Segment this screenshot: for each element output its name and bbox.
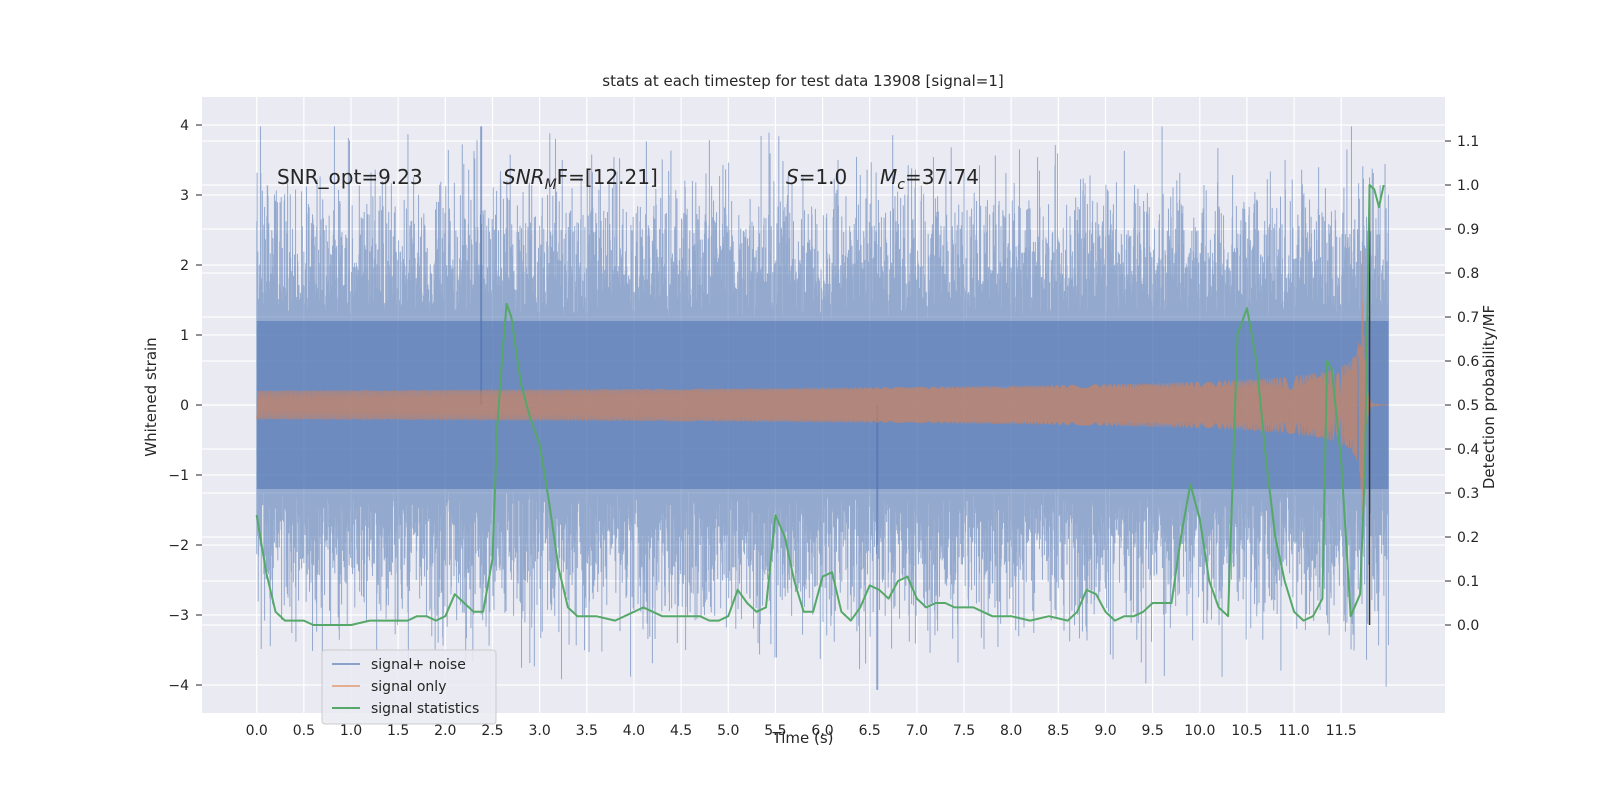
y-tick-label-right: 0.6	[1457, 354, 1479, 370]
legend: signal+ noise signal only signal statist…	[321, 649, 497, 725]
x-tick-label: 1.5	[387, 723, 409, 739]
signal-only-trace	[256, 250, 1389, 521]
x-tick-label: 6.5	[859, 723, 881, 739]
annotations: SNR_opt=9.23 SNRMF=[12.21] S=1.0 Mc=37.7…	[277, 165, 979, 193]
y-tick-label-right: 0.1	[1457, 574, 1479, 590]
chart-title: stats at each timestep for test data 139…	[602, 72, 1003, 90]
annotation-snr-opt: SNR_opt=9.23	[277, 165, 423, 189]
y-tick-label-right: 0.5	[1457, 398, 1479, 414]
y-axis-left-label: Whitened strain	[142, 337, 160, 456]
y-axis-right-label: Detection probability/MF	[1480, 305, 1498, 489]
legend-label-signal-only: signal only	[371, 679, 446, 695]
y-tick-label-right: 0.7	[1457, 310, 1479, 326]
y-tick-label-left: 2	[180, 258, 189, 274]
y-tick-label-right: 0.8	[1457, 266, 1479, 282]
y-tick-label-left: −4	[168, 678, 189, 694]
x-tick-label: 6.0	[811, 723, 833, 739]
legend-box	[321, 649, 497, 725]
x-tick-label: 11.5	[1326, 723, 1357, 739]
x-tick-label: 10.0	[1184, 723, 1215, 739]
annotation-s: S=1.0	[786, 165, 847, 189]
x-tick-label: 4.0	[623, 723, 645, 739]
x-tick-label: 2.5	[481, 723, 503, 739]
legend-label-signal-noise: signal+ noise	[371, 657, 466, 673]
y-tick-label-right: 1.0	[1457, 178, 1479, 194]
x-tick-label: 9.5	[1142, 723, 1164, 739]
x-axis-label: Time (s)	[772, 729, 834, 747]
x-tick-label: 1.0	[340, 723, 362, 739]
signal-statistics-line	[255, 184, 1385, 626]
y-tick-label-left: 3	[180, 188, 189, 204]
annotation-mc: Mc=37.74	[880, 165, 979, 193]
x-tick-label: 9.0	[1094, 723, 1116, 739]
x-tick-label: 8.0	[1000, 723, 1022, 739]
y-tick-label-right: 0.2	[1457, 530, 1479, 546]
x-tick-label: 10.5	[1231, 723, 1262, 739]
x-tick-label: 2.0	[434, 723, 456, 739]
y-tick-label-left: 1	[180, 328, 189, 344]
x-tick-label: 3.0	[528, 723, 550, 739]
y-tick-label-right: 0.0	[1457, 618, 1479, 634]
x-tick-label: 5.5	[764, 723, 786, 739]
x-tick-label: 5.0	[717, 723, 739, 739]
series-signal-statistics	[255, 184, 1385, 626]
y-tick-label-left: −1	[168, 468, 189, 484]
x-tick-label: 0.0	[246, 723, 268, 739]
x-tick-label: 8.5	[1047, 723, 1069, 739]
x-tick-label: 3.5	[576, 723, 598, 739]
series-signal-only	[256, 185, 1389, 625]
y-tick-label-left: 0	[180, 398, 189, 414]
legend-label-signal-statistics: signal statistics	[371, 701, 479, 717]
y-tick-label-right: 0.4	[1457, 442, 1479, 458]
y-axis-right-ticks: 1.1 1.0 0.9 0.8 0.7 0.6 0.5 0.4 0.3 0.2 0.1 0.0	[1445, 134, 1479, 634]
annotation-snr-mf: SNRMF=[12.21]	[503, 165, 658, 193]
x-tick-label: 4.5	[670, 723, 692, 739]
x-axis-ticks: 0.0 0.5 1.0 1.5 2.0 2.5 3.0 3.5 4.0 4.5 5.0 5.5 6.0 6…	[246, 723, 1357, 739]
y-axis-left-ticks: 4 3 2 1 0 −1 −2 −3 −4	[168, 118, 202, 694]
y-tick-label-right: 0.3	[1457, 486, 1479, 502]
x-tick-label: 7.5	[953, 723, 975, 739]
y-tick-label-left: −2	[168, 538, 189, 554]
y-tick-label-left: 4	[180, 118, 189, 134]
x-tick-label: 11.0	[1279, 723, 1310, 739]
y-tick-label-right: 0.9	[1457, 222, 1479, 238]
x-tick-label: 0.5	[293, 723, 315, 739]
data-layer	[255, 126, 1389, 690]
x-tick-label: 7.0	[906, 723, 928, 739]
y-tick-label-left: −3	[168, 608, 189, 624]
y-tick-label-right: 1.1	[1457, 134, 1479, 150]
